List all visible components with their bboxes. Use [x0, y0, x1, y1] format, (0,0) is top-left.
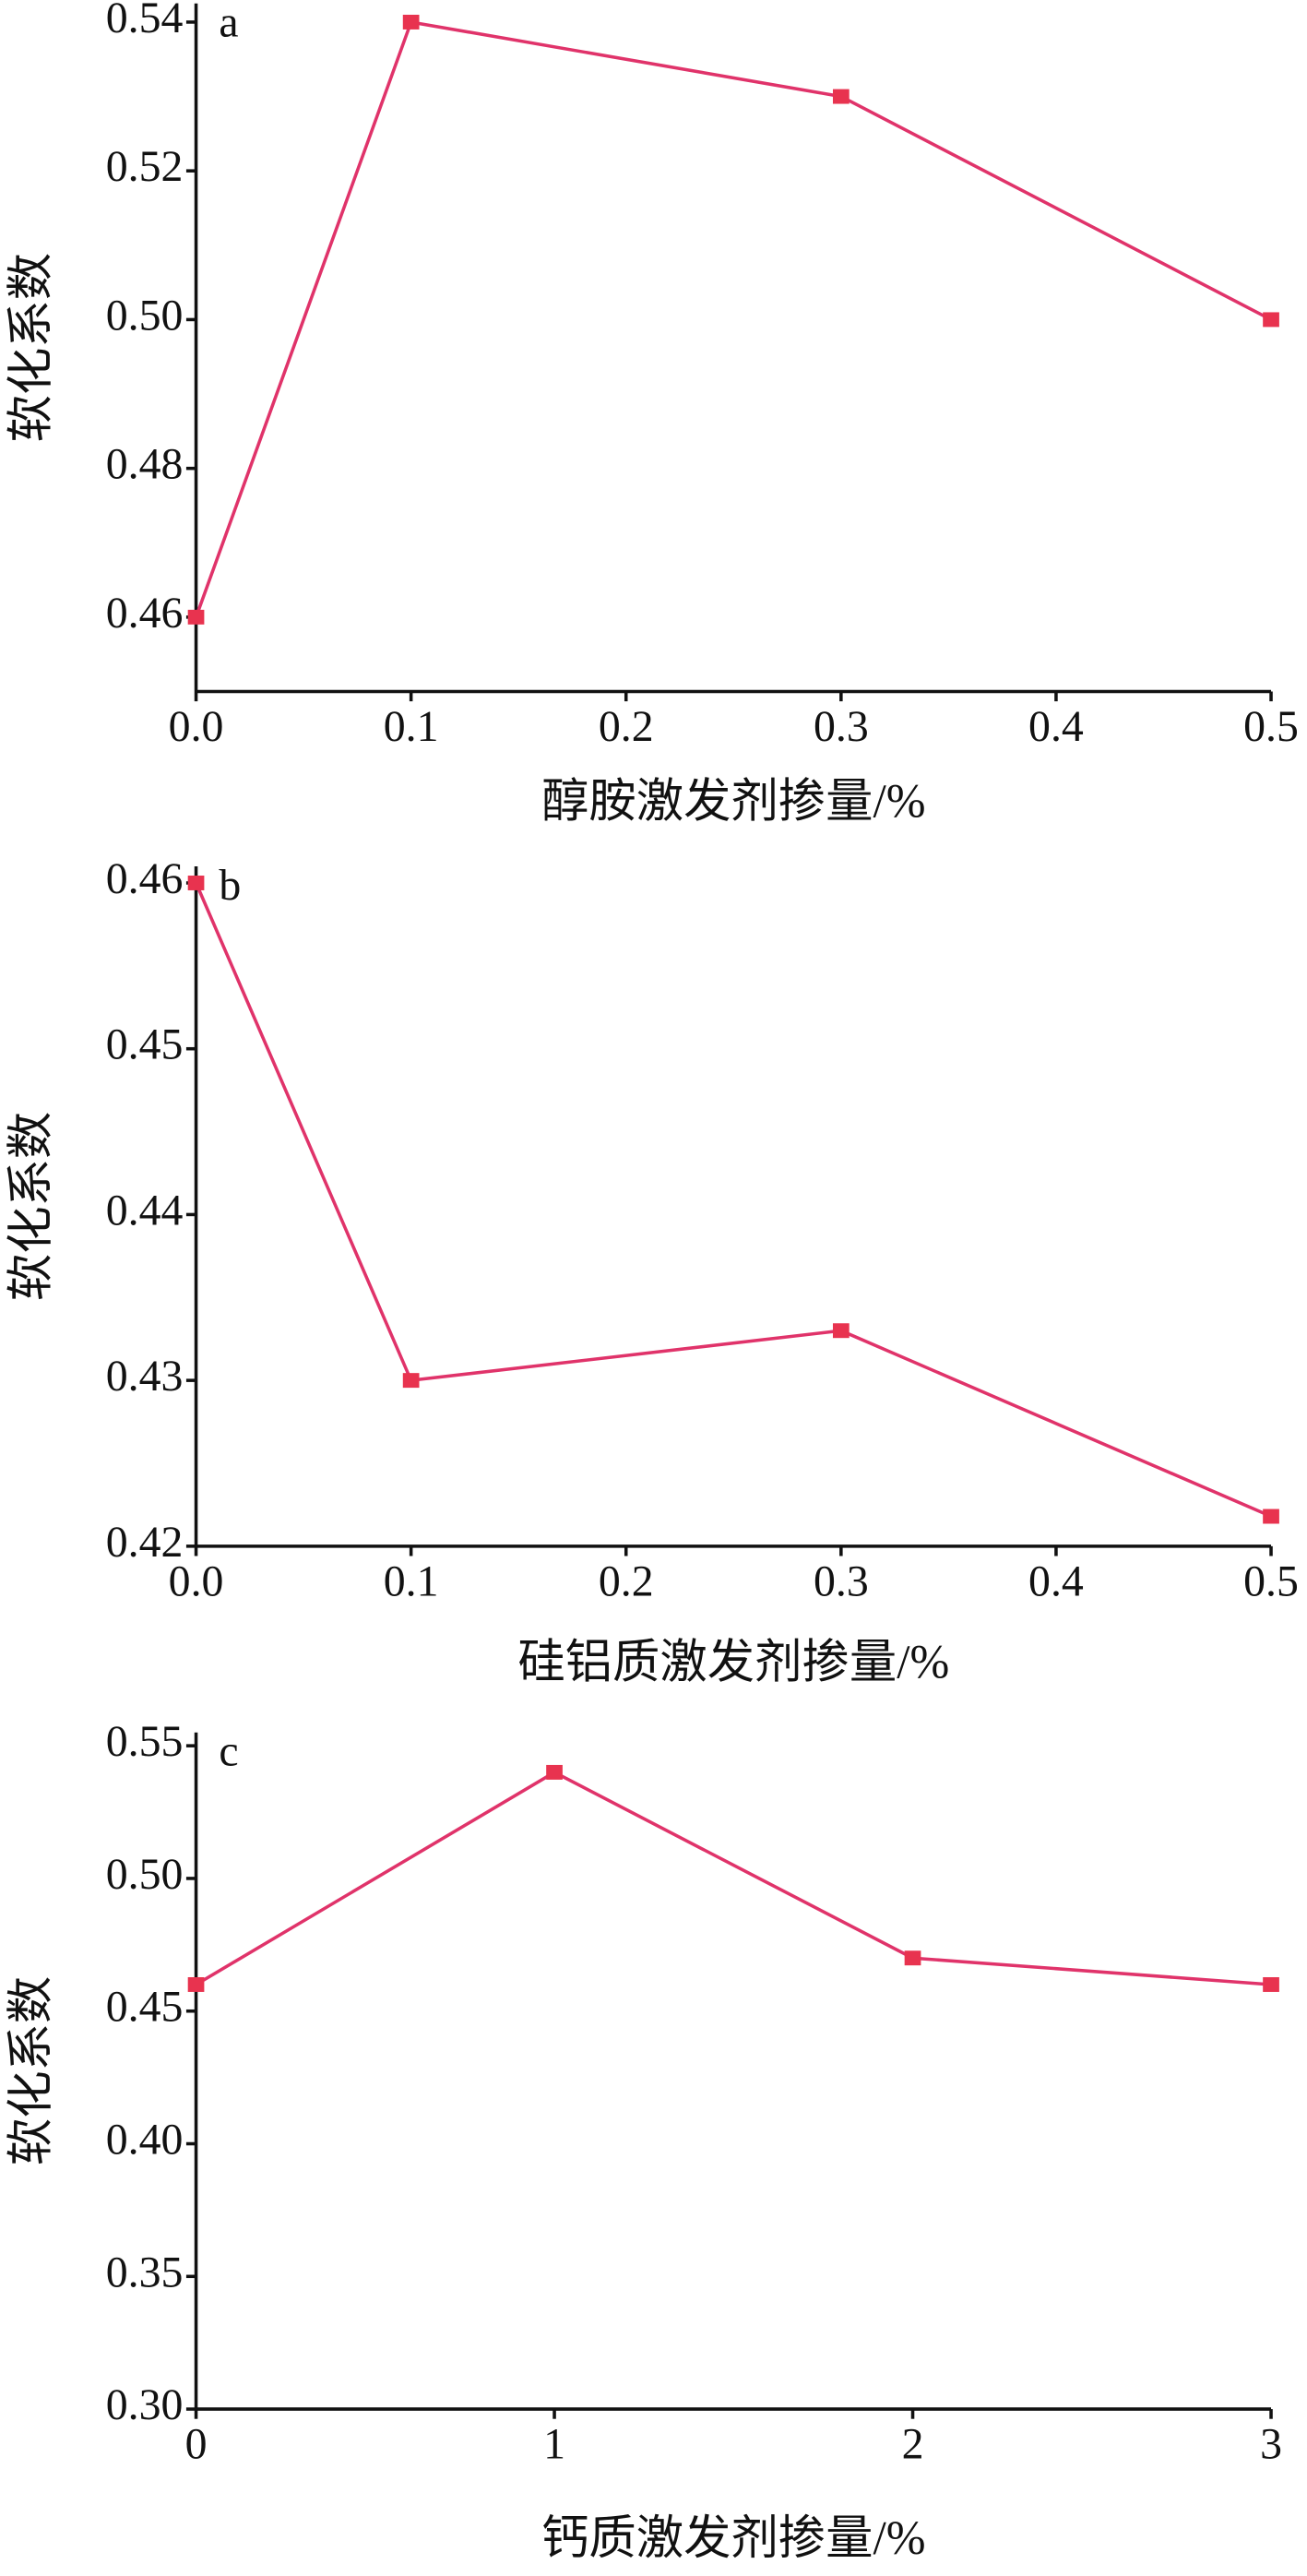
panel-label: a: [219, 0, 238, 47]
y-tick-label: 0.35: [106, 2248, 184, 2296]
data-line: [195, 1770, 1272, 1986]
data-point: [1263, 1509, 1279, 1524]
x-tick-label: 0.5: [1243, 1556, 1299, 1605]
x-tick-label: 1: [543, 2420, 565, 2469]
data-point: [832, 89, 850, 104]
y-axis-label: 软化系数: [6, 1976, 58, 2165]
data-point: [402, 1373, 420, 1389]
y-axis-label: 软化系数: [6, 1112, 58, 1301]
x-tick-label: 0.4: [1028, 1556, 1084, 1605]
y-axis-label: 软化系数: [6, 253, 58, 442]
x-axis-label: 钙质激发剂掺量/%: [541, 2512, 926, 2565]
x-tick-label: 0.1: [384, 1556, 439, 1605]
y-tick-label: 0.54: [106, 0, 184, 42]
x-tick-label: 0.0: [169, 702, 224, 751]
y-tick-label: 0.55: [106, 1717, 184, 1766]
x-tick-label: 2: [902, 2420, 924, 2469]
data-point: [1263, 1976, 1279, 1992]
x-tick-label: 0.2: [599, 702, 654, 751]
x-tick-label: 0.2: [599, 1556, 654, 1605]
data-point: [832, 1323, 850, 1339]
y-tick-label: 0.45: [106, 1983, 184, 2032]
data-point: [187, 1976, 205, 1992]
x-tick-label: 0.1: [384, 702, 439, 751]
y-tick-label: 0.30: [106, 2380, 184, 2429]
x-tick-label: 0.3: [814, 702, 869, 751]
y-tick-label: 0.45: [106, 1020, 184, 1069]
panel-label: b: [219, 861, 241, 910]
y-tick-label: 0.52: [106, 142, 184, 191]
y-tick-label: 0.42: [106, 1518, 184, 1567]
x-tick-label: 3: [1260, 2420, 1282, 2469]
x-tick-label: 0: [185, 2420, 208, 2469]
panel-label: c: [219, 1727, 238, 1776]
x-tick-label: 0.0: [169, 1556, 224, 1605]
y-tick-label: 0.48: [106, 440, 184, 489]
y-tick-label: 0.46: [106, 589, 184, 638]
y-tick-label: 0.46: [106, 854, 184, 903]
y-tick-label: 0.44: [106, 1186, 184, 1234]
data-point: [904, 1950, 921, 1966]
data-point: [402, 14, 420, 30]
x-axis-label: 硅铝质激发剂掺量/%: [517, 1637, 949, 1689]
data-line: [194, 882, 1272, 1519]
x-axis-label: 醇胺激发剂掺量/%: [541, 775, 926, 828]
y-tick-label: 0.50: [106, 1850, 184, 1899]
data-point: [187, 609, 205, 625]
x-tick-label: 0.5: [1243, 702, 1299, 751]
y-tick-label: 0.40: [106, 2115, 184, 2164]
x-tick-label: 0.4: [1028, 702, 1084, 751]
x-tick-label: 0.3: [814, 1556, 869, 1605]
data-point: [546, 1764, 563, 1780]
data-line: [194, 19, 1272, 618]
y-tick-label: 0.50: [106, 291, 184, 340]
y-tick-label: 0.43: [106, 1352, 184, 1401]
data-point: [1263, 312, 1279, 328]
data-point: [187, 876, 205, 890]
